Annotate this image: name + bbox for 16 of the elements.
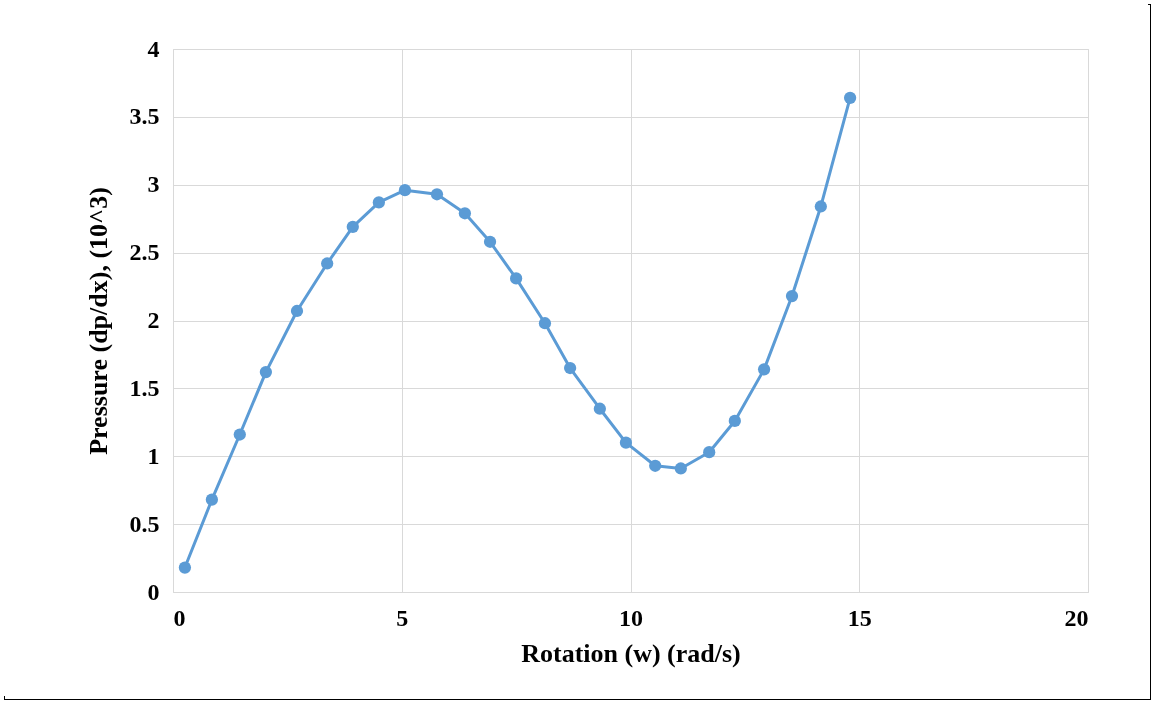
y-axis-title: Pressure (dp/dx), (10^3)	[83, 187, 113, 455]
y-tick-label: 3	[147, 171, 160, 198]
y-tick-label: 0.5	[129, 510, 160, 537]
x-tick-label: 15	[847, 604, 872, 631]
x-tick-label: 10	[619, 604, 643, 631]
y-tick-label: 3.5	[129, 103, 160, 130]
x-tick-label: 0	[173, 604, 186, 631]
y-tick-label: 0	[147, 578, 160, 605]
y-tick-label: 2	[147, 307, 160, 333]
y-tick-label: 1	[147, 442, 160, 469]
y-tick-label: 2.5	[129, 239, 160, 266]
x-axis-title: Rotation (w) (rad/s)	[521, 638, 741, 668]
x-tick-label: 5	[396, 604, 409, 631]
y-tick-label: 1.5	[129, 374, 160, 401]
x-tick-label: 20	[1064, 604, 1089, 631]
y-tick-label: 4	[147, 35, 160, 62]
